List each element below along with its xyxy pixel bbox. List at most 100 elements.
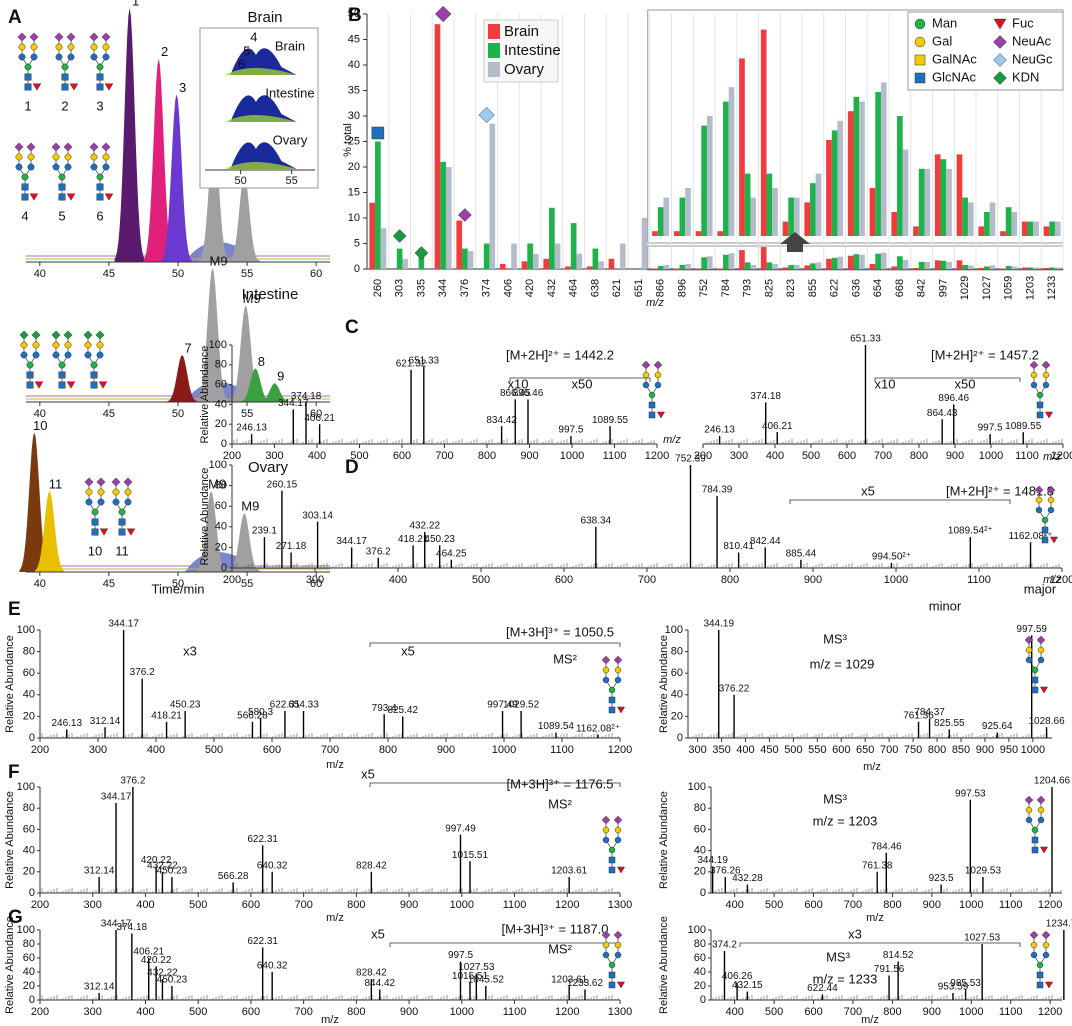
bar <box>810 263 816 269</box>
peak-label: 622.31 <box>270 700 301 711</box>
x-tick-label: 45 <box>103 268 115 280</box>
symbol-legend-label: NeuGc <box>1012 51 1053 66</box>
inset-bar <box>750 197 757 236</box>
glycan-symbol <box>97 488 105 496</box>
legend-swatch <box>488 43 500 58</box>
bar <box>549 207 555 269</box>
inset-bar <box>717 231 724 236</box>
x-axis-label: m/z <box>663 434 681 446</box>
x-tick-label: 997 <box>937 279 949 297</box>
bar <box>1043 267 1050 269</box>
glycan-symbol <box>1037 806 1045 814</box>
glycan-symbol <box>64 351 72 359</box>
y-tick-label: 100 <box>17 781 35 793</box>
bar <box>956 260 963 269</box>
peak-label: 1027.53 <box>458 962 495 973</box>
peak-label: 825.42 <box>387 705 418 716</box>
glycan-symbol <box>602 826 610 834</box>
inset-bar <box>989 202 996 236</box>
glycan-symbol <box>18 53 26 61</box>
annotation: m/z = 1203 <box>813 813 878 828</box>
annotation: [M+3H]³⁺ = 1050.5 <box>506 624 614 639</box>
peak-label: 985.53 <box>950 978 981 989</box>
y-tick-label: 40 <box>23 966 35 978</box>
glycan-symbol <box>1044 411 1054 419</box>
inset-bar <box>940 159 947 236</box>
glycan-symbol <box>124 488 132 496</box>
x-tick-label: 450 <box>760 744 778 756</box>
x-tick-label: 500 <box>205 744 223 756</box>
x-tick-label: 400 <box>308 450 326 462</box>
peak-label: 566.28 <box>218 871 249 882</box>
glycan-symbol <box>993 18 1007 30</box>
peak-label: 896.46 <box>513 388 544 399</box>
peak-label: 638.34 <box>581 515 612 526</box>
noise <box>41 888 619 893</box>
annotation: x5 <box>401 643 415 658</box>
glycan-symbol <box>1036 635 1046 645</box>
glycan-symbol <box>52 163 60 171</box>
bar <box>728 253 735 269</box>
glycan-symbol <box>648 391 656 399</box>
x-tick-label: 1200 <box>1050 574 1072 586</box>
bar <box>679 264 686 269</box>
inset-bar <box>978 226 985 236</box>
structure-label: 2 <box>61 98 68 113</box>
inset-trace <box>225 162 297 169</box>
zoom-bracket <box>874 377 1021 382</box>
x-tick-label: 700 <box>321 744 339 756</box>
y-tick-label: 100 <box>688 781 706 793</box>
glycan-symbol <box>102 153 110 161</box>
inset-bar <box>956 154 963 236</box>
glycan-symbol <box>914 18 926 30</box>
x-tick-label: 500 <box>472 574 490 586</box>
annotation: major <box>1024 581 1057 596</box>
glycan-symbol <box>613 930 623 940</box>
glycan-symbol <box>32 83 42 91</box>
glycan-symbol <box>608 856 616 864</box>
peak-label: 450.23 <box>157 975 188 986</box>
bar <box>576 253 583 269</box>
bar <box>1005 265 1012 269</box>
y-tick-label: 60 <box>694 952 706 964</box>
peak-label: M9 <box>241 499 259 514</box>
x-tick-label: 1027 <box>981 276 993 300</box>
x-tick-label: 600 <box>804 899 822 911</box>
chromatogram-peak <box>161 94 192 262</box>
inset-bar <box>984 212 990 236</box>
glycan-symbol <box>52 351 60 359</box>
annotation: x50 <box>572 376 593 391</box>
glycan-symbol <box>614 951 622 959</box>
peak-label: 374.18 <box>750 391 781 402</box>
glycan-symbol <box>58 173 66 181</box>
x-tick-label: 896 <box>676 279 688 297</box>
peak-label: 752.39 <box>675 454 706 465</box>
y-tick-label: 0 <box>700 994 706 1006</box>
glycan-symbol <box>654 371 662 379</box>
peak-label: 450.23 <box>424 534 455 545</box>
glycan-symbol <box>616 981 626 989</box>
x-tick-label: 55 <box>241 408 253 420</box>
glycan-symbol <box>32 341 40 349</box>
bar <box>837 256 844 269</box>
x-tick-label: 1000 <box>884 574 908 586</box>
glycan-symbol <box>90 53 98 61</box>
x-tick-label: 400 <box>136 1006 154 1018</box>
glycan-symbol <box>112 498 120 506</box>
glycan-symbol <box>602 836 610 844</box>
x-tick-label: 300 <box>84 899 102 911</box>
glycan-symbol <box>1031 686 1039 694</box>
peak-label: 376.2 <box>130 667 155 678</box>
panel-letter: A <box>8 7 22 28</box>
peak-label: 1203.61 <box>551 975 588 986</box>
zoom-bracket <box>389 942 621 947</box>
glycan-symbol <box>21 193 29 201</box>
inset-bar <box>837 120 844 236</box>
glycan-symbol <box>52 153 60 161</box>
y-axis-label: Relative Abundance <box>658 916 670 1014</box>
annotation: x5 <box>371 926 385 941</box>
glycan-symbol <box>616 866 626 874</box>
glycan-symbol <box>90 371 98 379</box>
inset-bar <box>1005 207 1012 236</box>
glycan-symbol <box>458 208 472 222</box>
